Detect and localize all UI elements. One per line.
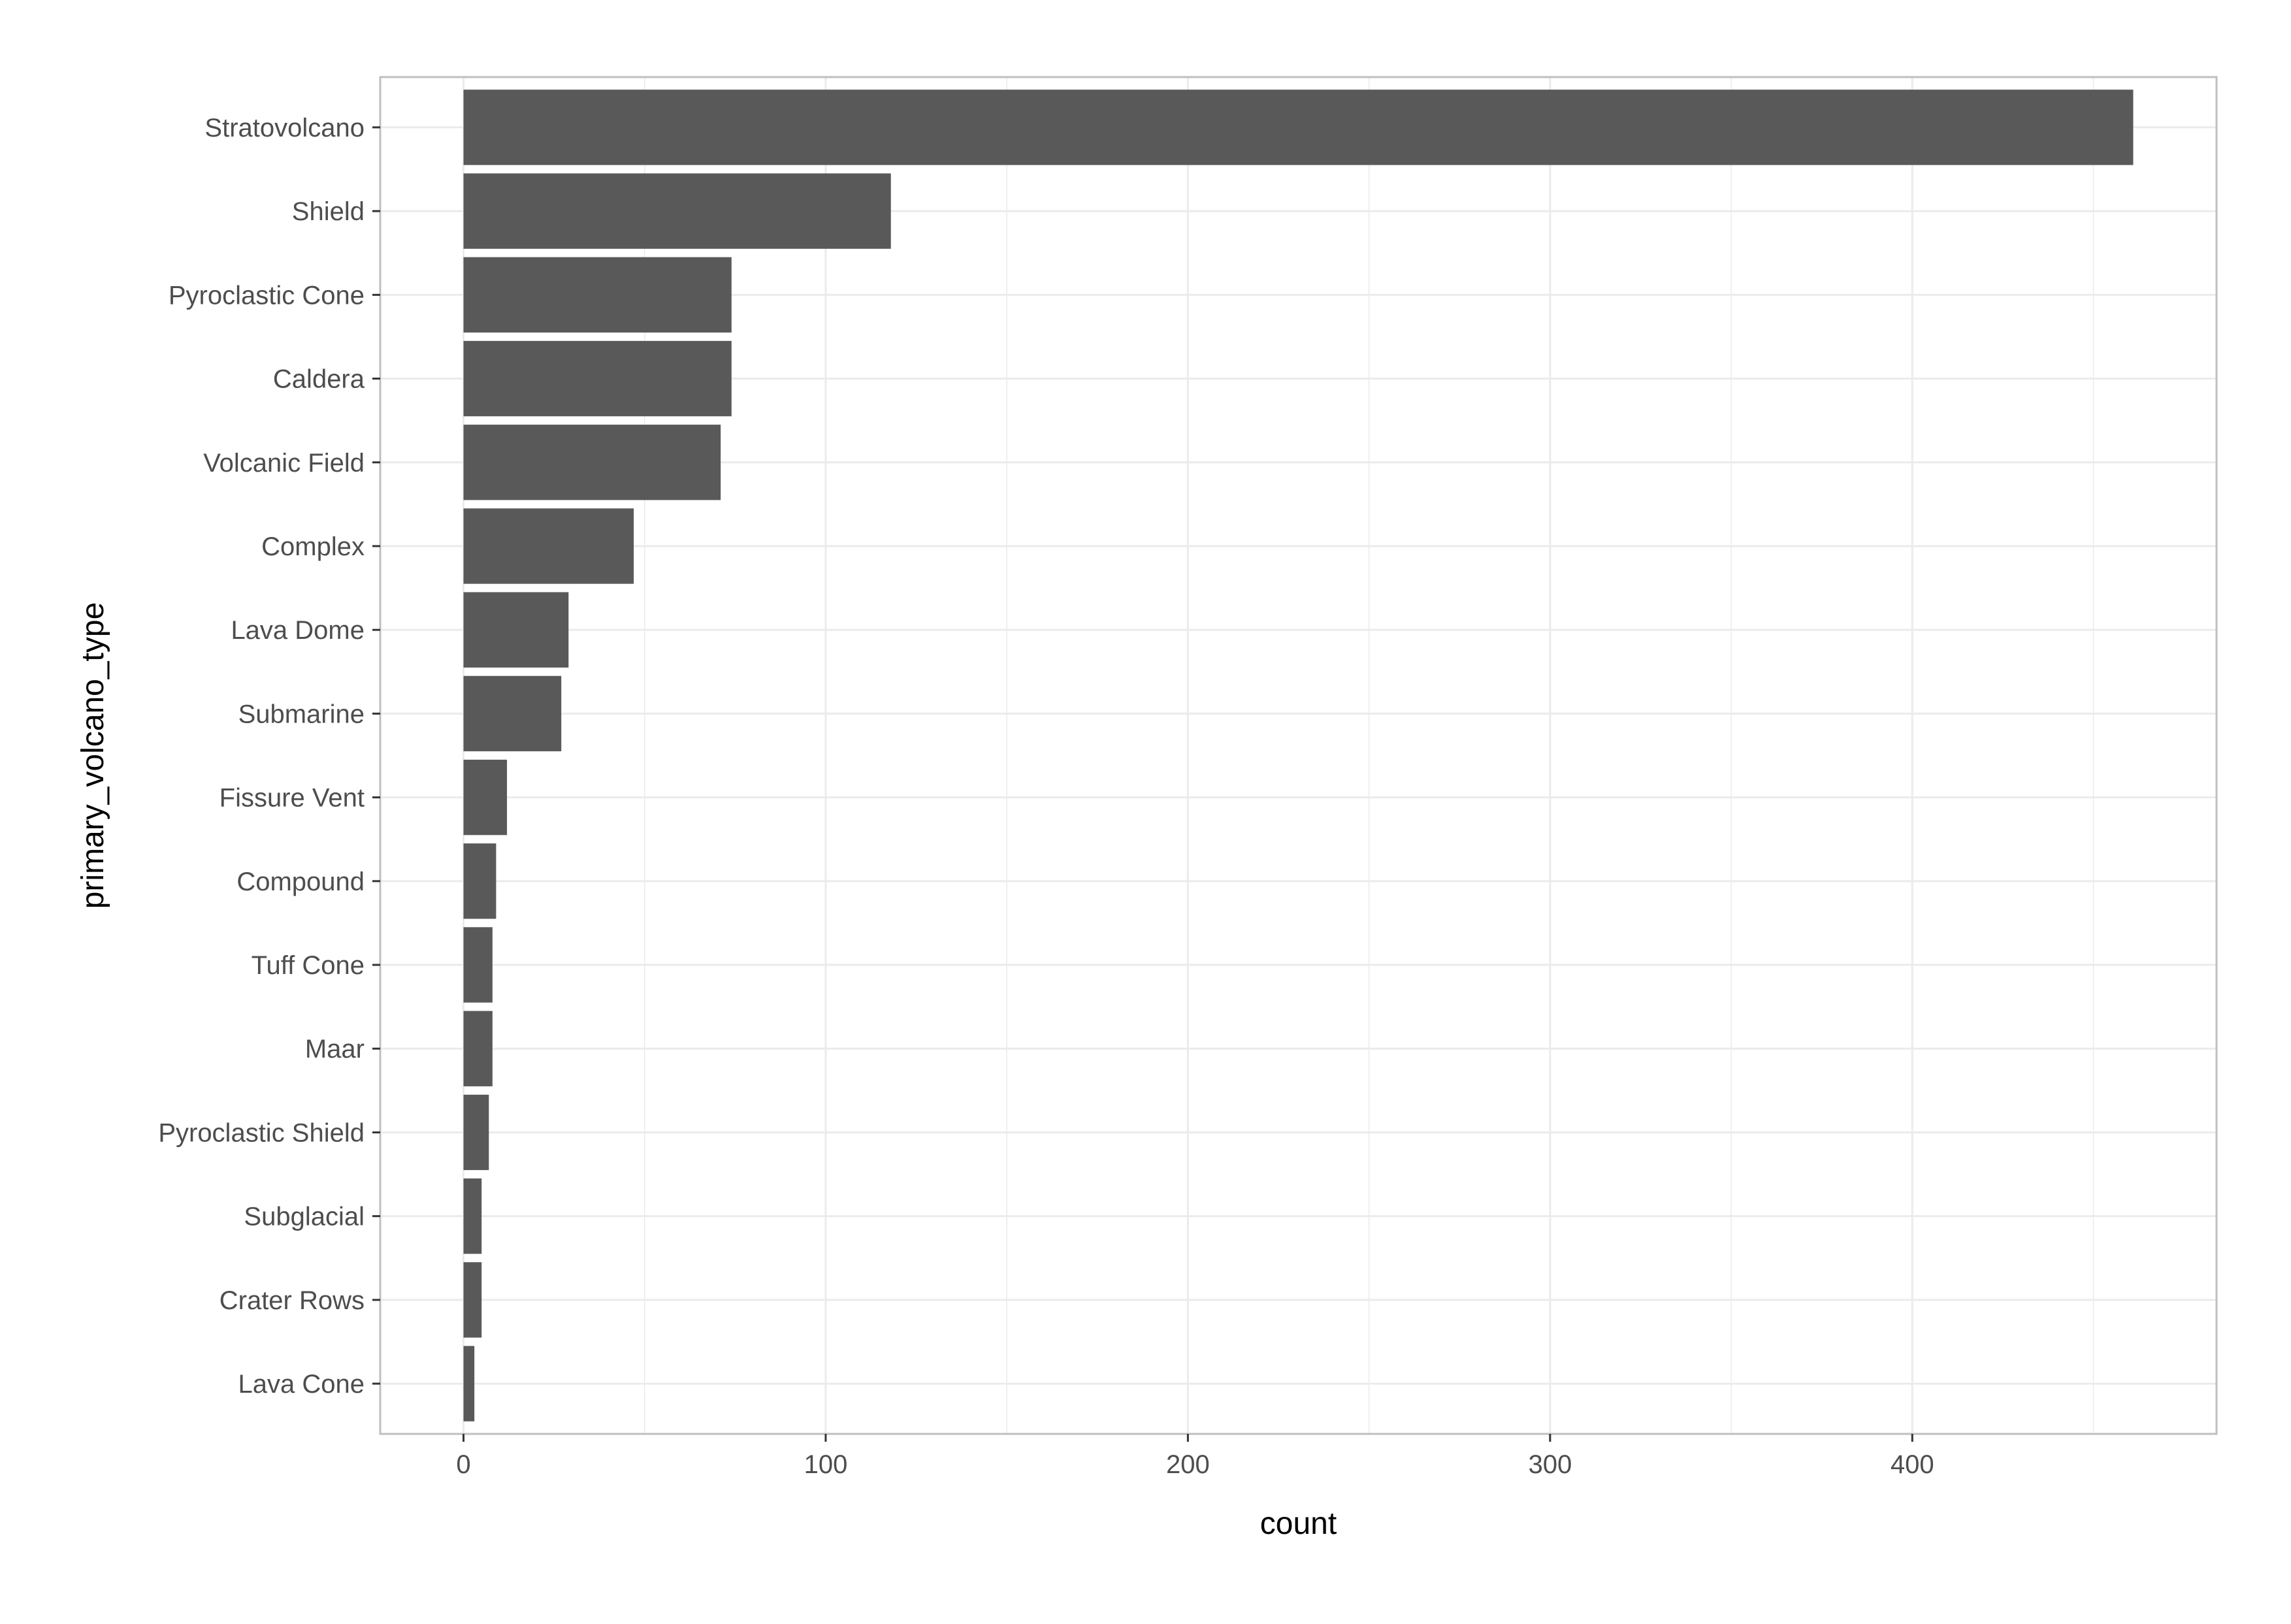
axis-labels: 0 100 200 300 400 Stratovolcano Shield Pyroclas… xyxy=(158,114,1934,1479)
y-tick-label: Lava Cone xyxy=(238,1370,365,1399)
y-tick-label: Fissure Vent xyxy=(219,784,365,813)
bar-pyroclastic-cone xyxy=(463,257,732,333)
bar-subglacial xyxy=(463,1178,482,1254)
y-tick-label: Submarine xyxy=(238,700,365,728)
bar-fissure-vent xyxy=(463,759,508,836)
bar-caldera xyxy=(463,340,732,417)
bar-tuff-cone xyxy=(463,927,493,1003)
x-tick-label: 200 xyxy=(1166,1450,1210,1479)
y-axis-title: primary_volcano_type xyxy=(76,602,110,909)
y-tick-label: Maar xyxy=(305,1035,365,1064)
y-tick-label: Lava Dome xyxy=(231,616,365,645)
y-tick-label: Pyroclastic Shield xyxy=(158,1118,365,1147)
bar-stratovolcano xyxy=(463,89,2134,165)
bar-crater-rows xyxy=(463,1262,482,1338)
y-tick-label: Compound xyxy=(236,868,365,896)
x-tick-label: 100 xyxy=(804,1450,848,1479)
bar-compound xyxy=(463,843,496,919)
y-tick-label: Volcanic Field xyxy=(203,449,365,478)
bar-submarine xyxy=(463,675,562,752)
bar-maar xyxy=(463,1011,493,1086)
y-tick-label: Stratovolcano xyxy=(204,114,365,142)
y-tick-label: Subglacial xyxy=(244,1203,365,1231)
bar-shield xyxy=(463,173,891,249)
x-tick-label: 300 xyxy=(1528,1450,1572,1479)
axis-ticks xyxy=(372,126,1913,1442)
y-tick-label: Shield xyxy=(292,197,365,226)
bars xyxy=(463,89,2134,1421)
panel-border xyxy=(379,76,2218,1435)
bar-lava-dome xyxy=(463,592,569,668)
x-tick-label: 400 xyxy=(1891,1450,1934,1479)
y-tick-label: Crater Rows xyxy=(219,1286,365,1315)
x-axis-title: count xyxy=(1260,1506,1337,1541)
y-tick-label: Pyroclastic Cone xyxy=(169,281,365,310)
bar-volcanic-field xyxy=(463,425,721,500)
y-tick-label: Complex xyxy=(261,532,365,561)
y-tick-label: Caldera xyxy=(273,365,365,394)
bar-lava-cone xyxy=(463,1346,475,1421)
y-tick-label: Tuff Cone xyxy=(252,951,365,980)
bar-complex xyxy=(463,508,634,584)
x-tick-label: 0 xyxy=(456,1450,470,1479)
bar-pyroclastic-shield xyxy=(463,1094,489,1171)
